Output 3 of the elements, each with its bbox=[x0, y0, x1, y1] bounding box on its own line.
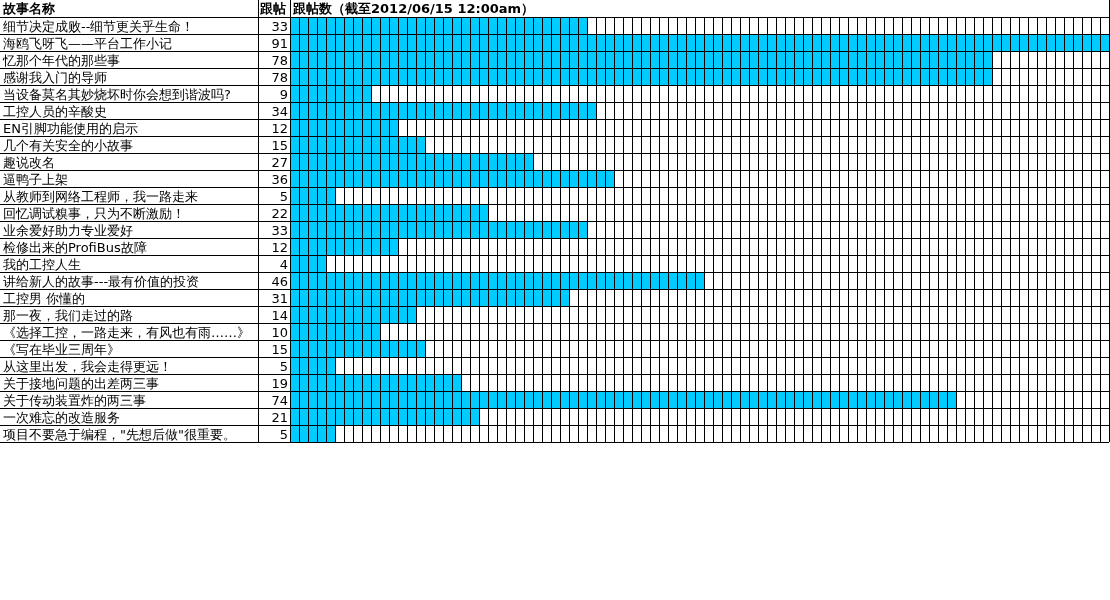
annotation: 跟帖 bbox=[260, 1, 286, 16]
title: 跟帖数（截至2012/06/15 12:00am） bbox=[293, 1, 535, 16]
ylabel: 故事名称 bbox=[3, 1, 55, 16]
